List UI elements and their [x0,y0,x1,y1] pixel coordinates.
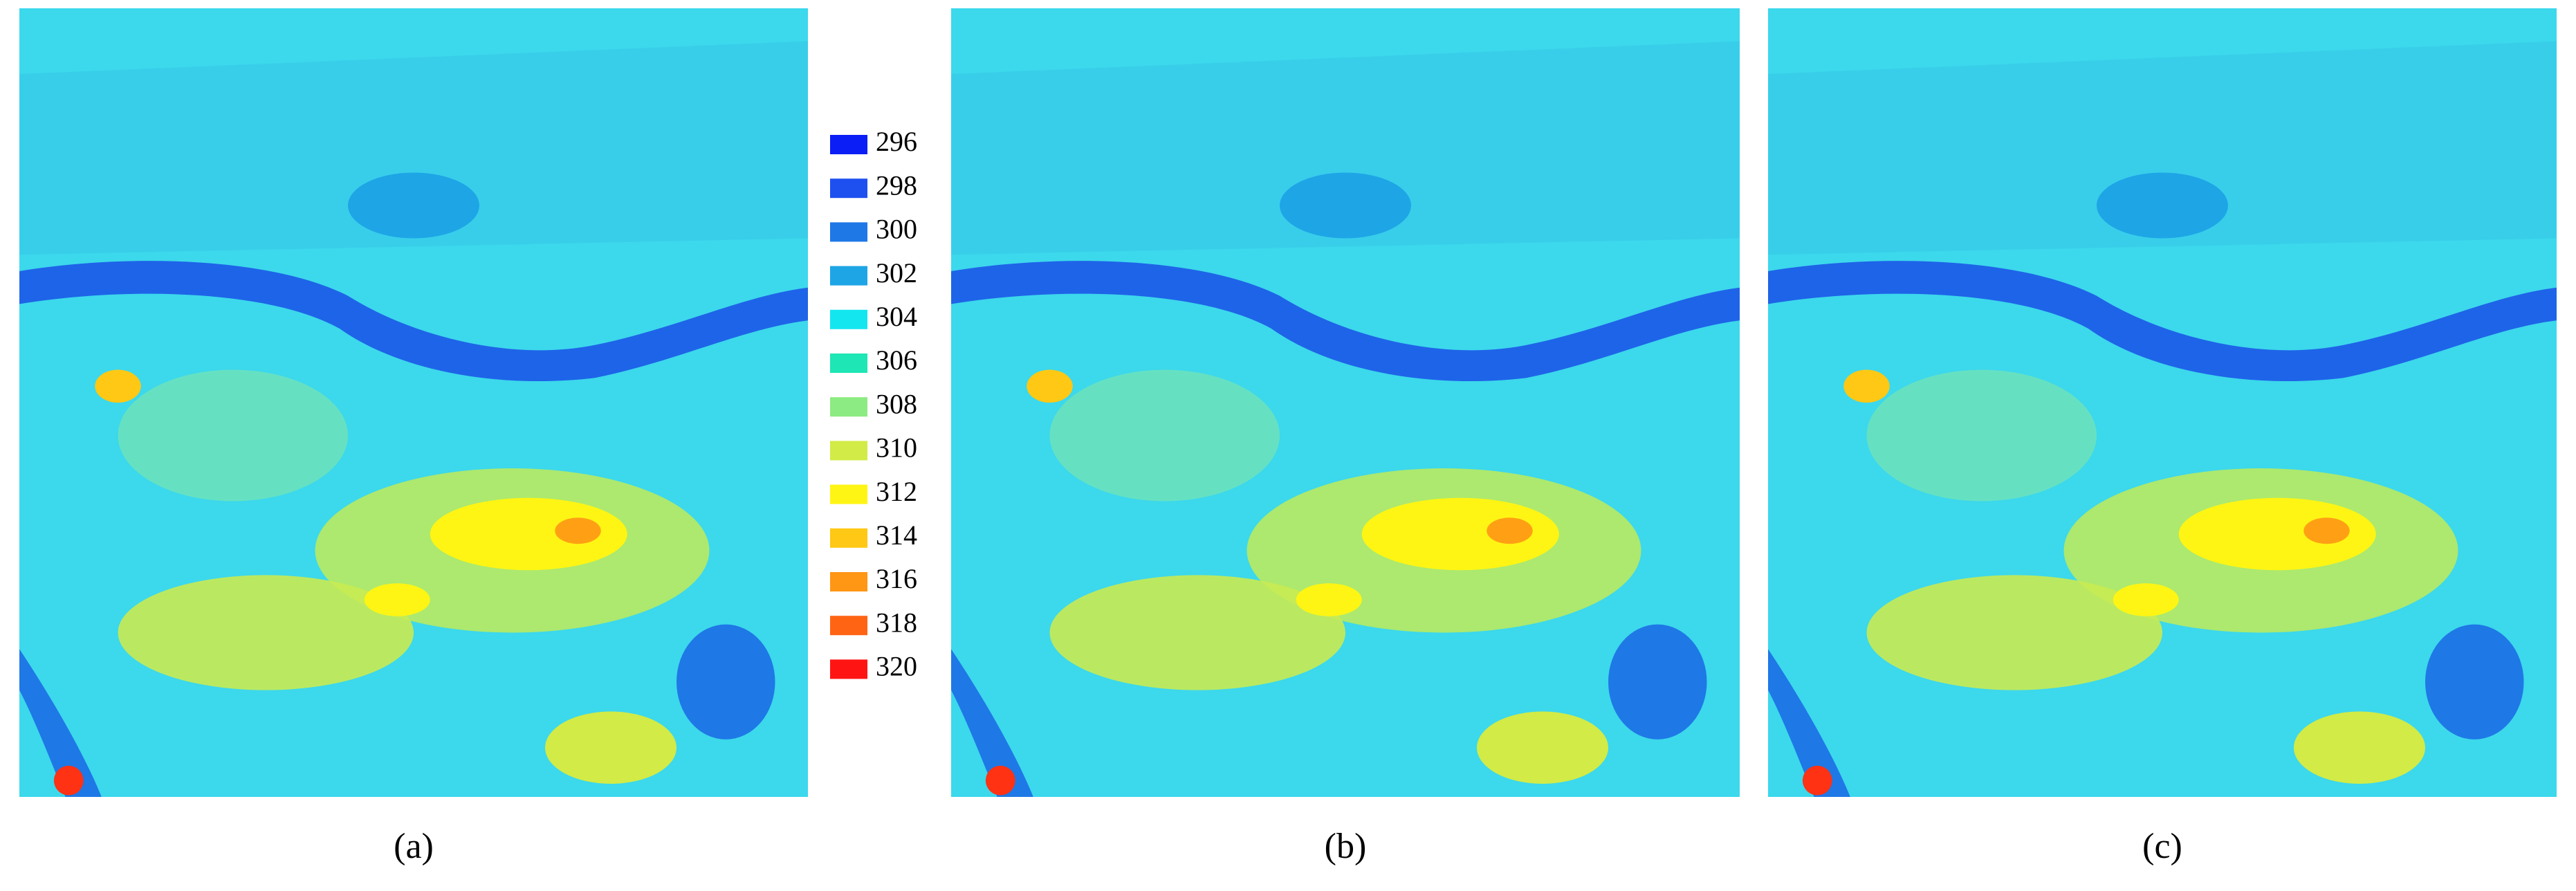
legend-swatch [830,484,867,504]
legend-swatch [830,659,867,679]
map-image [951,8,1740,797]
legend-label: 300 [876,214,917,245]
legend-swatch [830,572,867,591]
legend-swatch [830,528,867,548]
legend-swatch [830,178,867,199]
legend-label: 320 [876,651,917,682]
legend-label: 316 [876,563,917,594]
legend-label: 314 [876,520,917,551]
legend-label: 298 [876,169,917,201]
legend-label: 304 [876,301,917,332]
legend: 296 298 300 302 304 306 308 310 312 314 316 318 320 [830,126,917,682]
panel-label: (b) [1325,827,1367,866]
panels: (a) (b) (c) [19,8,2557,866]
legend-label: 306 [876,345,917,376]
legend-swatch [830,441,867,461]
legend-swatch [830,222,867,242]
legend-label: 296 [876,126,917,157]
map-image [1768,8,2557,797]
legend-label: 308 [876,388,917,419]
legend-label: 302 [876,257,917,288]
legend-label: 310 [876,432,917,463]
legend-swatch [830,135,867,154]
legend-label: 312 [876,476,917,507]
legend-swatch [830,309,867,329]
panel-label: (a) [394,827,434,866]
legend-swatch [830,266,867,286]
legend-label: 318 [876,607,917,638]
panel-label: (c) [2142,827,2182,866]
legend-swatch [830,397,867,417]
legend-swatch [830,353,867,373]
map-image [19,8,808,797]
legend-swatch [830,616,867,636]
